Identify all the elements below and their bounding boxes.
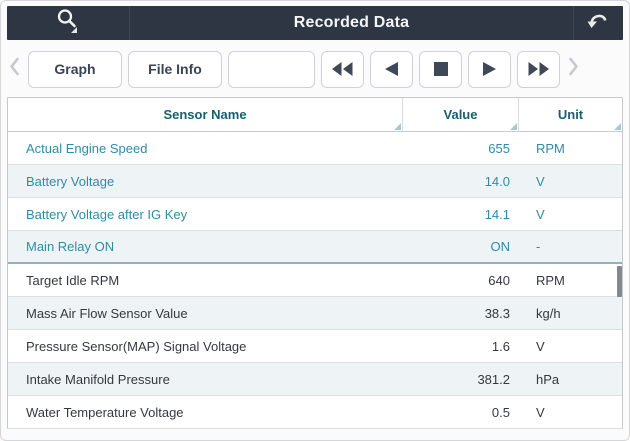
rewind-icon (332, 62, 353, 76)
fast-forward-button[interactable] (517, 50, 560, 88)
column-header-label: Value (443, 107, 478, 122)
sensor-unit-cell: kg/h (536, 305, 561, 321)
sensor-unit-cell: V (536, 173, 545, 189)
title-bar-center: Recorded Data (130, 6, 573, 40)
magnifier-icon (55, 7, 81, 39)
sensor-value-cell: 38.3 (484, 305, 510, 321)
sensor-value-cell: 14.1 (484, 206, 510, 222)
sensor-unit-cell: V (536, 338, 545, 354)
sensor-value-cell: 655 (488, 140, 510, 156)
column-header-sensor-name[interactable]: Sensor Name (8, 98, 402, 131)
sensor-unit-cell: hPa (536, 371, 560, 387)
return-button[interactable] (573, 6, 623, 40)
sensor-name-cell: Battery Voltage after IG Key (26, 206, 188, 222)
rewind-button[interactable] (321, 50, 364, 88)
play-icon (482, 62, 497, 76)
sensor-unit-cell: RPM (536, 272, 565, 288)
column-header-unit[interactable]: Unit (518, 98, 622, 131)
sensor-name-cell: Main Relay ON (26, 239, 115, 254)
blank-button[interactable] (228, 50, 315, 88)
toolbar: Graph File Info (7, 46, 623, 92)
column-header-label: Sensor Name (163, 107, 247, 122)
page-title: Recorded Data (293, 14, 410, 31)
sensor-name-cell: Actual Engine Speed (26, 140, 148, 156)
column-header-label: Unit (557, 107, 584, 122)
table-row[interactable]: Pressure Sensor(MAP) Signal Voltage 1.6 … (8, 330, 622, 363)
step-back-button[interactable] (370, 50, 413, 88)
column-resize-grip-icon[interactable] (614, 123, 621, 130)
sensor-name-cell: Water Temperature Voltage (26, 404, 184, 420)
table-body: Actual Engine Speed 655 RPM Battery Volt… (8, 132, 622, 429)
sensor-unit-cell: V (536, 404, 545, 420)
search-button[interactable] (7, 6, 130, 40)
table-row[interactable]: Actual Engine Speed 655 RPM (8, 132, 622, 165)
play-reverse-icon (384, 62, 399, 76)
chevron-right-icon (568, 57, 579, 81)
table-row[interactable]: Mass Air Flow Sensor Value 38.3 kg/h (8, 297, 622, 330)
sensor-name-cell: Pressure Sensor(MAP) Signal Voltage (26, 338, 247, 354)
play-button[interactable] (468, 50, 511, 88)
sensor-value-cell: 381.2 (477, 371, 510, 387)
sensor-data-table: Sensor Name Value Unit Actual Engine Spe… (7, 97, 623, 429)
sensor-unit-cell: - (536, 239, 541, 254)
table-row[interactable]: Battery Voltage 14.0 V (8, 165, 622, 198)
sensor-name-cell: Battery Voltage (26, 173, 115, 189)
sensor-value-cell: 1.6 (491, 338, 510, 354)
sensor-value-cell: ON (490, 239, 511, 254)
column-header-value[interactable]: Value (402, 98, 518, 131)
table-row[interactable]: Intake Manifold Pressure 381.2 hPa (8, 363, 622, 396)
table-row[interactable]: Water Temperature Voltage 0.5 V (8, 396, 622, 429)
sensor-unit-cell: RPM (536, 140, 565, 156)
table-row[interactable]: Target Idle RPM 640 RPM (8, 264, 622, 297)
table-row[interactable]: Battery Voltage after IG Key 14.1 V (8, 198, 622, 231)
graph-button[interactable]: Graph (28, 50, 122, 88)
sensor-name-cell: Target Idle RPM (26, 272, 120, 288)
chevron-left-icon (9, 57, 20, 81)
title-bar: Recorded Data (7, 6, 623, 40)
table-header-row: Sensor Name Value Unit (8, 98, 622, 132)
toolbar-prev-button[interactable] (7, 57, 22, 81)
fast-forward-icon (528, 62, 549, 76)
column-resize-grip-icon[interactable] (394, 123, 401, 130)
toolbar-next-button[interactable] (566, 57, 581, 81)
return-arrow-icon (587, 12, 610, 34)
file-info-button[interactable]: File Info (128, 50, 222, 88)
column-resize-grip-icon[interactable] (510, 123, 517, 130)
sensor-unit-cell: V (536, 206, 545, 222)
sensor-value-cell: 14.0 (484, 173, 510, 189)
sensor-value-cell: 640 (488, 272, 510, 288)
sensor-name-cell: Intake Manifold Pressure (26, 371, 170, 387)
stop-button[interactable] (419, 50, 462, 88)
stop-icon (433, 62, 448, 76)
sensor-value-cell: 0.5 (491, 404, 510, 420)
table-row[interactable]: Main Relay ON ON - (8, 231, 622, 264)
vertical-scrollbar-thumb[interactable] (617, 266, 622, 297)
sensor-name-cell: Mass Air Flow Sensor Value (26, 305, 188, 321)
